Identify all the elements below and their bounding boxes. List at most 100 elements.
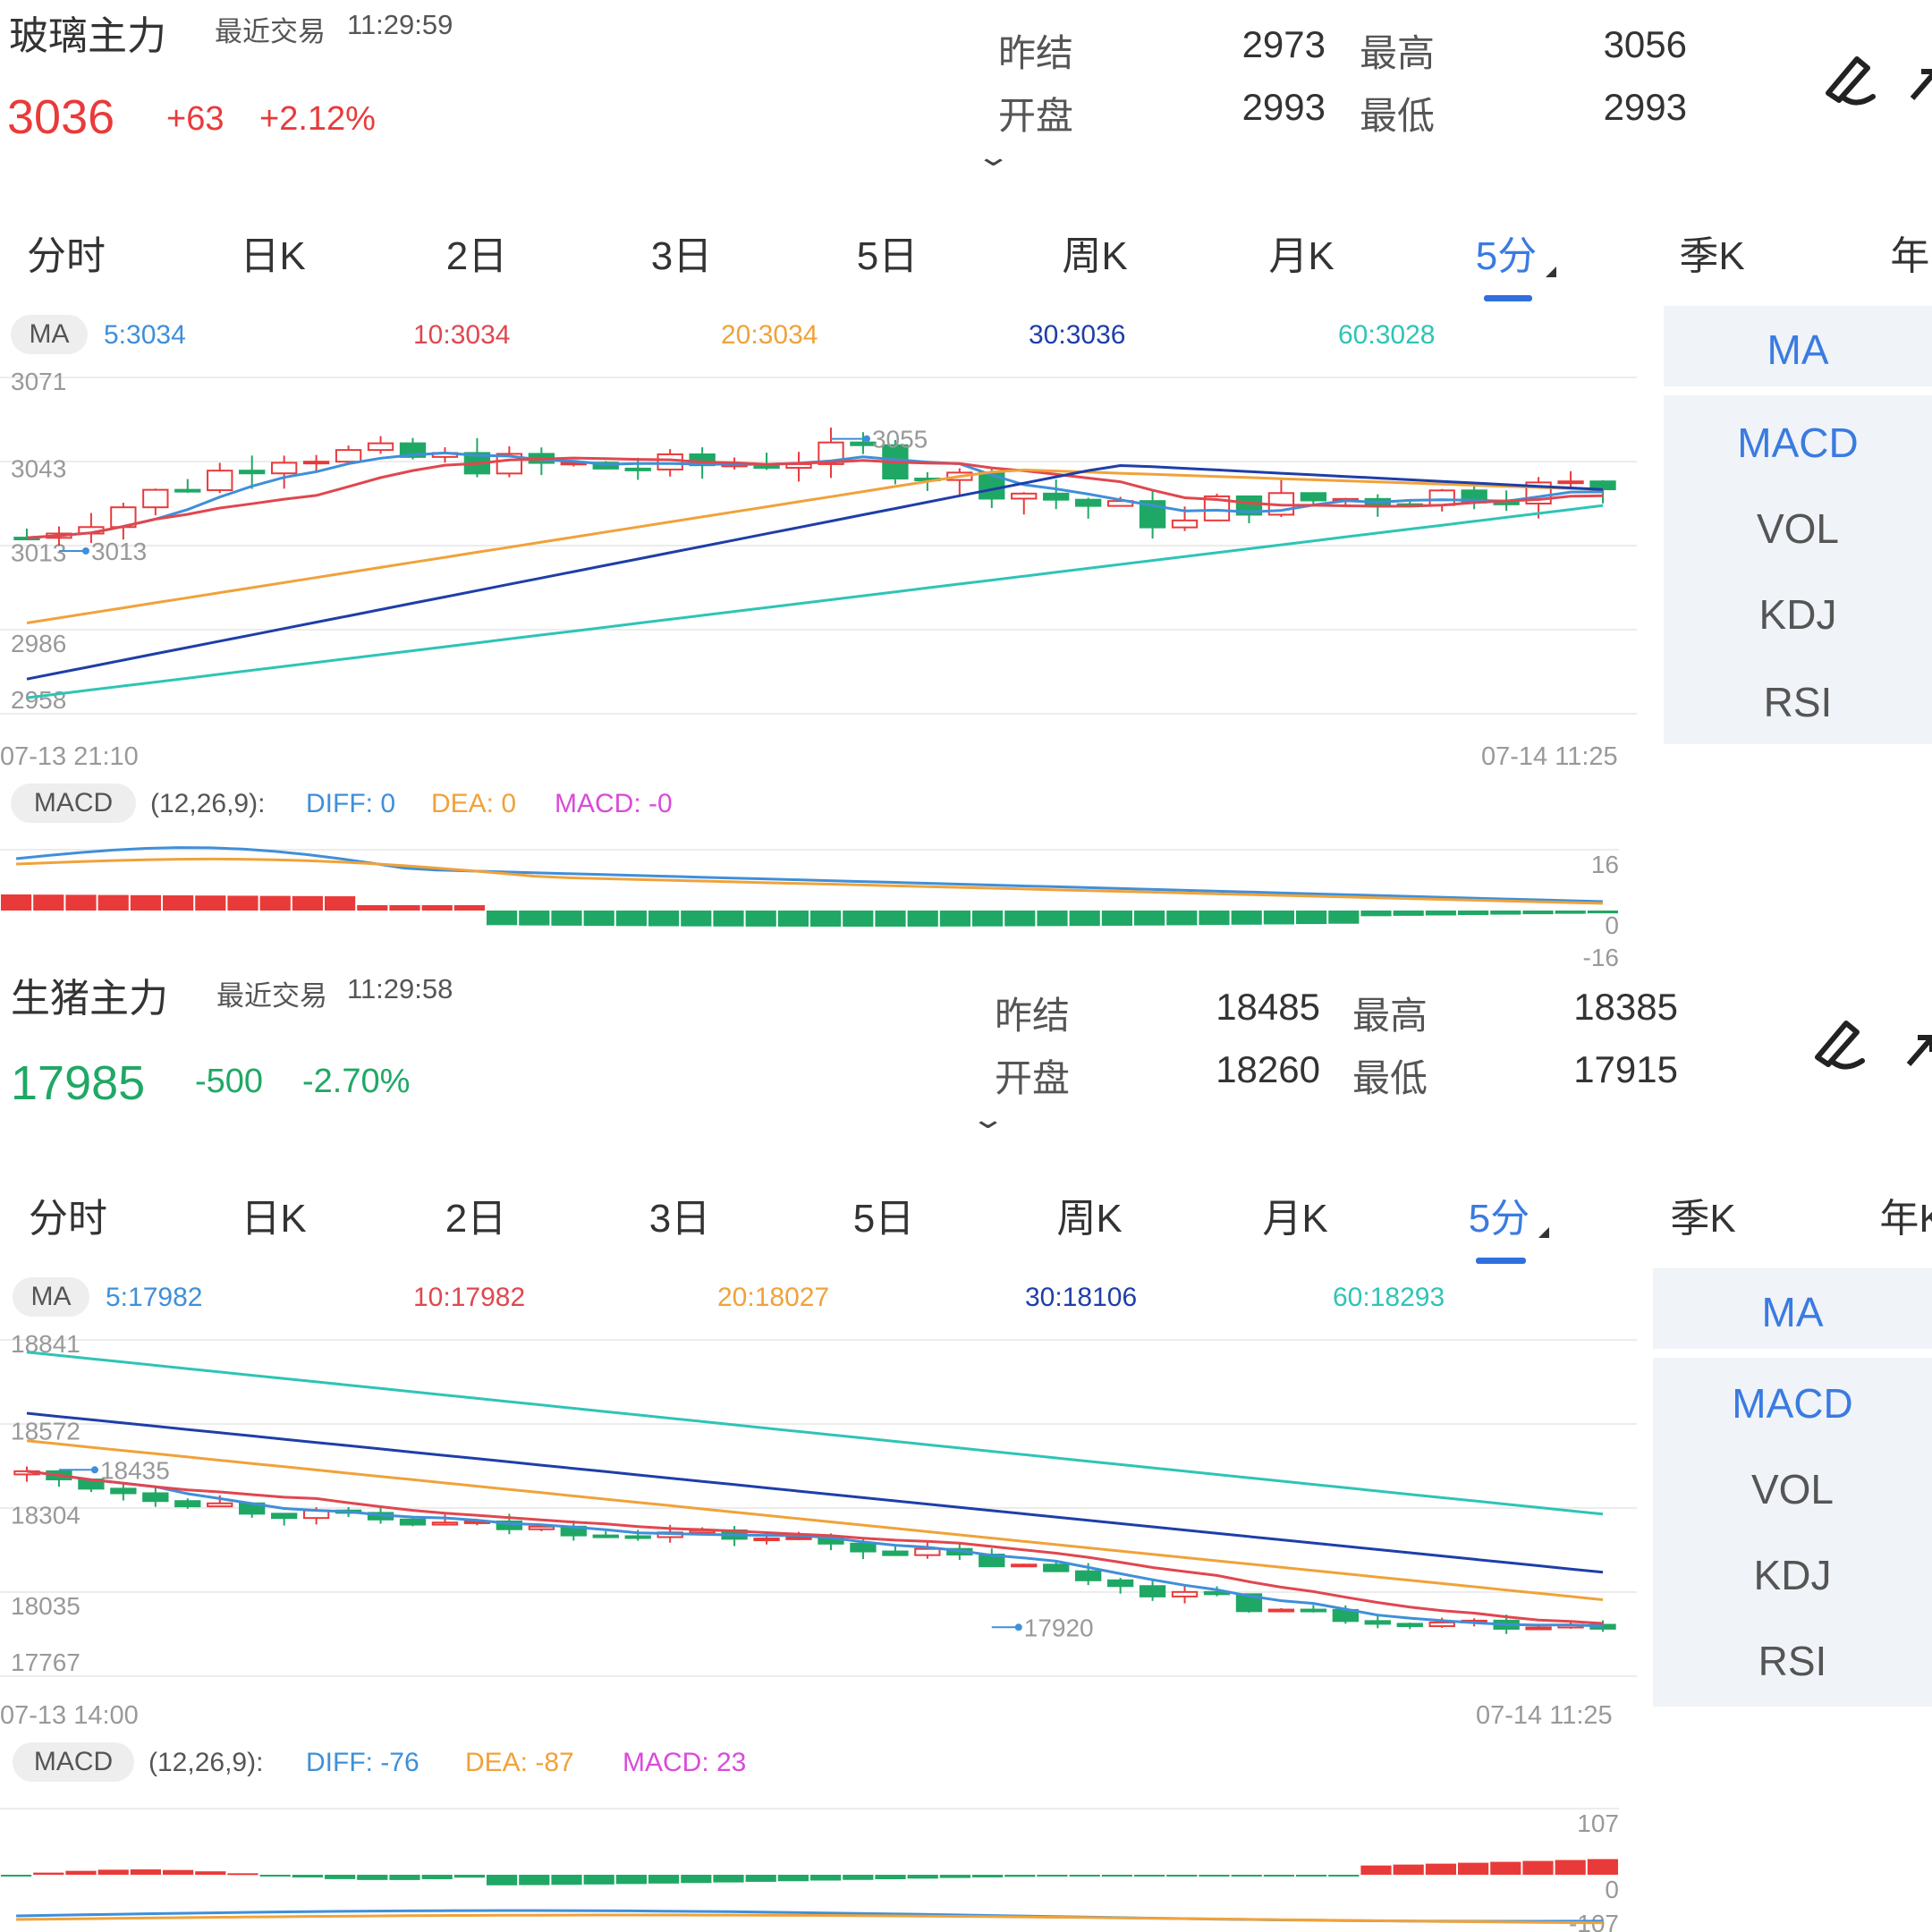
macd-zero-tick: 0 — [1605, 1876, 1619, 1903]
side-item-macd[interactable]: MACD — [1737, 419, 1859, 466]
macd-bar — [713, 911, 744, 927]
macd-bar — [551, 1875, 582, 1885]
side-item-rsi[interactable]: RSI — [1763, 679, 1833, 725]
candle — [1074, 498, 1102, 507]
max-marker-dot — [90, 1466, 98, 1474]
candle — [1589, 480, 1616, 491]
macd-chip[interactable]: MACD — [13, 1742, 134, 1782]
macd-bar — [1199, 911, 1230, 926]
tab-season-k[interactable]: 季K — [1679, 234, 1745, 278]
macd-bar — [1328, 911, 1360, 924]
macd-bar — [1134, 911, 1165, 926]
ma30-value: 30:3036 — [1029, 320, 1126, 350]
candle — [431, 1521, 459, 1526]
indicator-side-menu — [1653, 1268, 1932, 1707]
expand-chevron-icon[interactable]: ⌄ — [970, 1105, 1006, 1134]
candle — [142, 1492, 169, 1503]
y-axis-tick: 3043 — [11, 455, 66, 483]
draw-pen-icon[interactable] — [1821, 47, 1884, 109]
macd-bar — [389, 905, 420, 911]
ma-chip[interactable]: MA — [11, 315, 88, 354]
ma-chip[interactable]: MA — [13, 1277, 89, 1317]
side-item-rsi[interactable]: RSI — [1758, 1638, 1827, 1684]
tab-day-k[interactable]: 日K — [241, 1197, 307, 1241]
macd-bar — [1490, 1861, 1521, 1875]
macd-bar — [325, 896, 356, 911]
side-item-ma[interactable]: MA — [1761, 1289, 1824, 1335]
ma10-line — [26, 1470, 1604, 1625]
macd-bar — [389, 1875, 420, 1880]
expand-chevron-icon[interactable]: ⌄ — [975, 142, 1012, 172]
macd-bar — [259, 1875, 291, 1877]
tab-2day[interactable]: 2日 — [445, 1197, 507, 1241]
macd-bar — [777, 911, 809, 927]
low-value: 17915 — [1573, 1048, 1678, 1090]
tab-day-k[interactable]: 日K — [240, 234, 306, 278]
tab-month-k[interactable]: 月K — [1262, 1197, 1328, 1241]
macd-chip[interactable]: MACD — [11, 784, 136, 823]
macd-bar — [227, 895, 258, 911]
candle — [207, 470, 233, 492]
tab-5min[interactable]: 5分 — [1468, 1197, 1530, 1241]
tab-3day[interactable]: 3日 — [650, 234, 713, 278]
tab-5day[interactable]: 5日 — [856, 234, 919, 278]
side-item-kdj[interactable]: KDJ — [1753, 1552, 1832, 1598]
y-axis-tick: 17767 — [11, 1648, 80, 1676]
tab-year-k[interactable]: 年K — [1879, 1197, 1932, 1241]
candle — [1139, 1585, 1166, 1597]
candle — [1428, 1621, 1455, 1628]
low-label: 最低 — [1352, 1057, 1428, 1099]
ma30-value: 30:18106 — [1025, 1283, 1138, 1312]
candle — [914, 1547, 941, 1556]
share-arrow-icon[interactable] — [1905, 1029, 1932, 1073]
tab-5min[interactable]: 5分 — [1475, 234, 1538, 278]
side-separator — [1664, 386, 1932, 395]
candle — [1300, 492, 1327, 502]
macd-bar — [615, 1875, 647, 1885]
macd-bar — [33, 1872, 64, 1875]
time-start: 07-13 21:10 — [0, 742, 139, 771]
macd-bar — [1037, 1875, 1068, 1877]
min-price-label: 3013 — [91, 538, 147, 565]
ma20-value: 20:3034 — [721, 320, 818, 350]
side-item-vol[interactable]: VOL — [1750, 1466, 1835, 1513]
tab-year-k[interactable]: 年K — [1890, 234, 1932, 278]
tab-2day[interactable]: 2日 — [445, 234, 508, 278]
tab-month-k[interactable]: 月K — [1268, 234, 1335, 278]
macd-bar — [1458, 1862, 1489, 1875]
macd-chart[interactable]: 16 0 -16 — [0, 832, 1646, 971]
candle — [1300, 1608, 1327, 1613]
tab-3day[interactable]: 3日 — [648, 1197, 711, 1241]
kline-chart[interactable]: 3071 3043 3013 2986 2958 3055 3013 — [0, 358, 1646, 742]
y-axis-tick: 18572 — [11, 1418, 80, 1445]
candle — [174, 1500, 201, 1508]
candle — [592, 1534, 619, 1538]
tab-season-k[interactable]: 季K — [1670, 1197, 1736, 1241]
tab-week-k[interactable]: 周K — [1056, 1197, 1123, 1241]
macd-bar — [487, 1875, 518, 1885]
side-item-ma[interactable]: MA — [1767, 326, 1829, 373]
candle — [1043, 492, 1070, 501]
macd-bar — [1231, 911, 1262, 925]
macd-bar — [907, 1875, 938, 1879]
candle — [270, 1513, 298, 1520]
macd-bar — [583, 911, 614, 927]
tab-5day[interactable]: 5日 — [852, 1197, 915, 1241]
macd-bar — [1199, 1875, 1230, 1877]
tab-week-k[interactable]: 周K — [1062, 234, 1128, 278]
candle — [850, 441, 877, 446]
macd-bar — [1425, 911, 1456, 916]
side-separator — [1653, 1349, 1932, 1358]
side-item-macd[interactable]: MACD — [1732, 1380, 1853, 1427]
side-item-vol[interactable]: VOL — [1756, 505, 1840, 552]
draw-pen-icon[interactable] — [1810, 1011, 1873, 1073]
active-tab-indicator — [1484, 295, 1532, 301]
tab-fenshi[interactable]: 分时 — [27, 234, 106, 278]
share-arrow-icon[interactable] — [1909, 63, 1932, 107]
side-item-kdj[interactable]: KDJ — [1758, 591, 1837, 638]
macd-diff: DIFF: 0 — [306, 789, 396, 818]
y-axis-tick: 2958 — [11, 686, 66, 714]
tab-fenshi[interactable]: 分时 — [29, 1197, 107, 1241]
